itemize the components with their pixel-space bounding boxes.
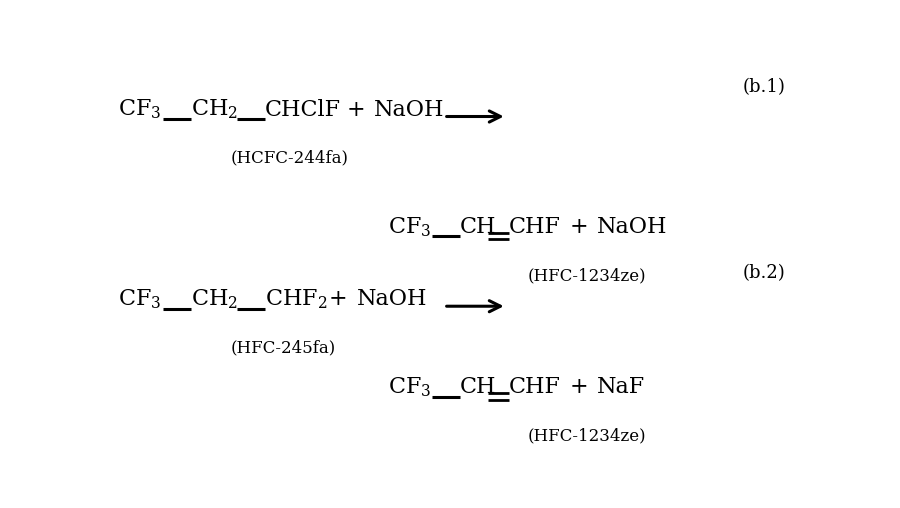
Text: $\mathregular{CF_3}$: $\mathregular{CF_3}$ bbox=[388, 215, 431, 239]
Text: (b.2): (b.2) bbox=[742, 264, 786, 282]
Text: CHF: CHF bbox=[508, 216, 561, 238]
Text: $\mathregular{CF_3}$: $\mathregular{CF_3}$ bbox=[118, 98, 161, 121]
Text: +: + bbox=[570, 216, 588, 238]
Text: NaOH: NaOH bbox=[598, 216, 668, 238]
Text: NaOH: NaOH bbox=[356, 289, 428, 310]
Text: +: + bbox=[328, 289, 347, 310]
Text: $\mathregular{CF_3}$: $\mathregular{CF_3}$ bbox=[388, 375, 431, 399]
Text: (HCFC-244fa): (HCFC-244fa) bbox=[231, 150, 349, 167]
Text: $\mathregular{CH_2}$: $\mathregular{CH_2}$ bbox=[191, 288, 238, 311]
Text: NaF: NaF bbox=[598, 376, 645, 398]
Text: (HFC-245fa): (HFC-245fa) bbox=[231, 339, 337, 357]
Text: +: + bbox=[570, 376, 588, 398]
Text: $\mathregular{CF_3}$: $\mathregular{CF_3}$ bbox=[118, 288, 161, 311]
Text: CH: CH bbox=[460, 376, 497, 398]
Text: $\mathregular{CH_2}$: $\mathregular{CH_2}$ bbox=[191, 98, 238, 121]
Text: CHF: CHF bbox=[508, 376, 561, 398]
Text: (HFC-1234ze): (HFC-1234ze) bbox=[527, 427, 646, 444]
Text: $\mathregular{CHF_2}$: $\mathregular{CHF_2}$ bbox=[265, 288, 327, 311]
Text: +: + bbox=[346, 99, 364, 121]
Text: CH: CH bbox=[460, 216, 497, 238]
Text: NaOH: NaOH bbox=[374, 99, 445, 121]
Text: (HFC-1234ze): (HFC-1234ze) bbox=[527, 267, 646, 284]
Text: (b.1): (b.1) bbox=[742, 79, 786, 97]
Text: CHClF: CHClF bbox=[265, 99, 340, 121]
